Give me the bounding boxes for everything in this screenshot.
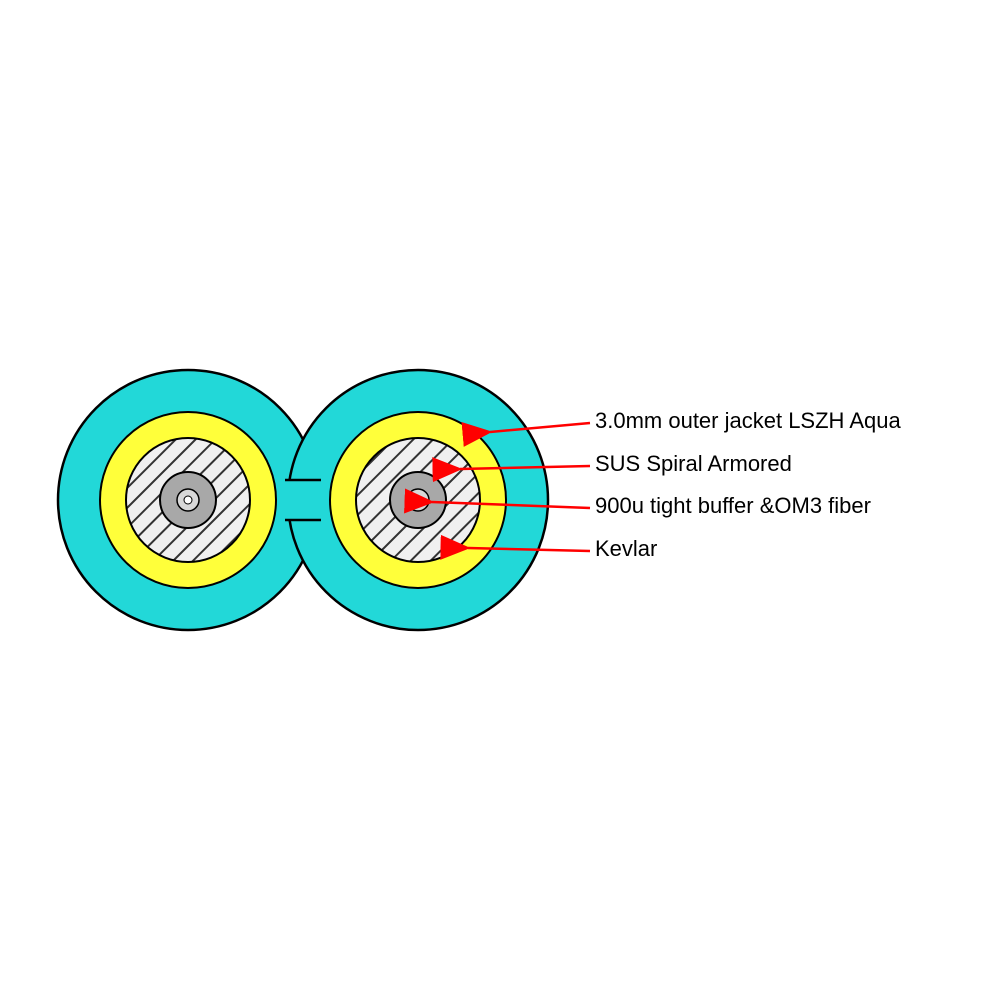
right-cable <box>330 412 506 588</box>
fiber-hole-right <box>414 496 422 504</box>
label-buffer: 900u tight buffer &OM3 fiber <box>595 493 871 519</box>
label-outer-jacket: 3.0mm outer jacket LSZH Aqua <box>595 408 901 434</box>
left-cable <box>100 412 276 588</box>
fiber-hole-left <box>184 496 192 504</box>
cable-diagram: 3.0mm outer jacket LSZH Aqua SUS Spiral … <box>0 0 1000 1000</box>
label-kevlar: Kevlar <box>595 536 657 562</box>
label-armor: SUS Spiral Armored <box>595 451 792 477</box>
